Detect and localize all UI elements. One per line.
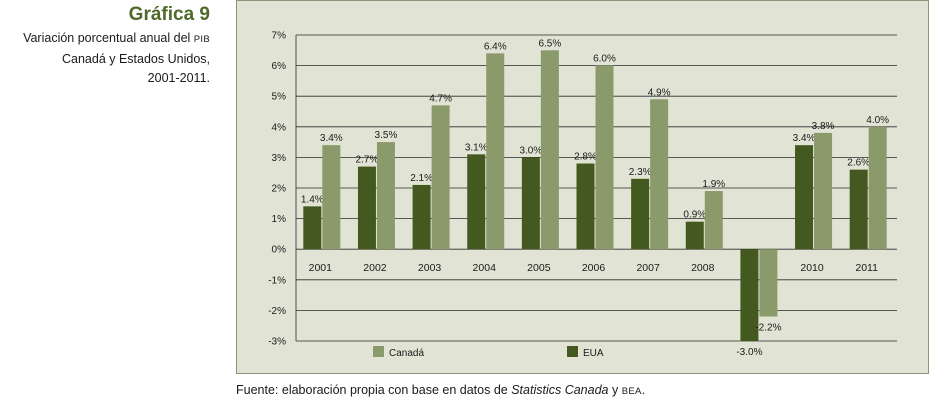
eua-data-label: 2.3% [629, 167, 652, 178]
bea-abbreviation: bea [621, 386, 642, 397]
canada-bar [868, 126, 887, 250]
y-tick-label: -3% [268, 337, 286, 348]
canada-bar [650, 99, 669, 250]
y-tick-label: -1% [268, 275, 286, 286]
legend-label-canada: Canadá [389, 348, 424, 359]
x-tick-label: 2008 [691, 262, 715, 274]
y-tick-label: 3% [272, 153, 287, 164]
canada-data-label: 4.0% [866, 115, 889, 126]
eua-bar [412, 184, 431, 250]
subtitle-line-2: Canadá y Estados Unidos, [61, 51, 210, 66]
y-tick-label: 1% [272, 214, 287, 225]
eua-bar [576, 163, 595, 250]
chart-heading: Gráfica 9 Variación porcentual anual del… [0, 4, 210, 89]
canada-data-label: 4.7% [429, 93, 452, 104]
figure-subtitle: Variación porcentual anual del pib Canad… [0, 29, 210, 89]
subtitle-line-1: Variación porcentual anual del pib [23, 31, 210, 45]
canada-bar [486, 53, 505, 250]
x-tick-label: 2001 [309, 262, 333, 274]
chart-panel: 7% 6% 5% 4% 3% 2% 1% 0% -1% -2% -3% 1.4% 3.4% 2001 2.7… [236, 0, 929, 374]
eua-bar [467, 154, 486, 250]
eua-data-label: 1.4% [301, 194, 324, 205]
bar-chart: 7% 6% 5% 4% 3% 2% 1% 0% -1% -2% -3% 1.4% 3.4% 2001 2.7… [268, 31, 897, 359]
eua-bar [357, 166, 376, 250]
eua-data-label: 2.6% [847, 158, 870, 169]
x-tick-label: 2006 [582, 262, 606, 274]
eua-bar [849, 169, 868, 250]
canada-bar [540, 50, 559, 250]
canada-data-label: 3.4% [320, 133, 343, 144]
x-tick-label: 2004 [473, 262, 497, 274]
canada-data-label: -2.2% [755, 323, 781, 334]
canada-data-label: 6.4% [484, 41, 507, 52]
x-tick-label: 2003 [418, 262, 442, 274]
eua-data-label: 3.0% [519, 145, 542, 156]
x-tick-label: 2002 [363, 262, 387, 274]
eua-data-label: 2.1% [410, 173, 433, 184]
canada-bar [595, 65, 614, 250]
eua-data-label: 3.1% [465, 142, 488, 153]
source-italic: Statistics Canada [511, 383, 609, 397]
y-tick-label: -2% [268, 306, 286, 317]
canada-data-label: 6.5% [538, 38, 561, 49]
x-tick-label: 2011 [855, 262, 878, 274]
eua-bar [795, 145, 814, 250]
y-tick-label: 4% [272, 122, 287, 133]
eua-bar [521, 157, 540, 250]
canada-bar [376, 142, 395, 250]
eua-bar [631, 178, 650, 250]
source-note: Fuente: elaboración propia con base en d… [236, 383, 646, 397]
canada-data-label: 3.8% [812, 121, 835, 132]
canada-bar [704, 191, 723, 250]
eua-bar [685, 221, 704, 250]
y-tick-label: 7% [272, 31, 287, 42]
legend-swatch-eua [567, 346, 578, 357]
eua-data-label: 3.4% [793, 133, 816, 144]
canada-data-label: 3.5% [375, 130, 398, 141]
canada-data-label: 4.9% [648, 87, 671, 98]
eua-data-label: 2.8% [574, 152, 597, 163]
y-tick-label: 5% [272, 92, 287, 103]
canada-bar [759, 249, 778, 317]
eua-bar [740, 249, 759, 341]
pib-abbreviation: pib [193, 34, 210, 45]
y-tick-label: 0% [272, 245, 287, 256]
canada-bar [322, 145, 341, 250]
eua-data-label: 0.9% [683, 210, 706, 221]
eua-data-label: 2.7% [356, 155, 379, 166]
legend-label-eua: EUA [583, 348, 604, 359]
canada-data-label: 1.9% [702, 179, 725, 190]
eua-bar [303, 206, 322, 250]
x-tick-label: 2005 [527, 262, 551, 274]
legend-swatch-canada [373, 346, 384, 357]
eua-data-label: -3.0% [736, 347, 762, 358]
canada-data-label: 6.0% [593, 54, 616, 65]
subtitle-line-3: 2001-2011. [147, 71, 210, 85]
y-tick-label: 6% [272, 61, 287, 72]
x-tick-label: 2007 [636, 262, 660, 274]
y-tick-label: 2% [272, 184, 287, 195]
x-tick-label: 2010 [800, 262, 824, 274]
canada-bar [431, 105, 450, 250]
canada-bar [814, 132, 833, 250]
figure-number: Gráfica 9 [128, 4, 210, 25]
